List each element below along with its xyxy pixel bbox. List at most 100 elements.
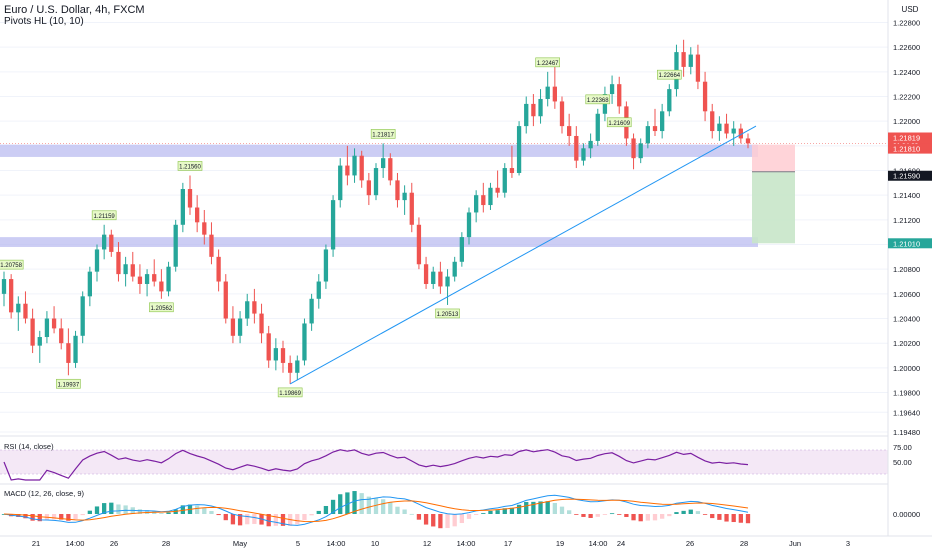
candle-body	[302, 323, 307, 361]
price-badge	[888, 170, 932, 181]
candle-body	[316, 281, 321, 299]
candle-body	[130, 264, 135, 277]
pivot-label-box	[91, 210, 117, 221]
macd-histogram-bar	[710, 514, 715, 519]
trendline[interactable]	[289, 125, 757, 385]
macd-histogram-bar	[488, 510, 493, 514]
chart-title: Euro / U.S. Dollar, 4h, FXCM	[4, 4, 145, 16]
candle-body	[667, 89, 672, 112]
macd-histogram-bar	[345, 492, 350, 514]
candle-body	[323, 249, 329, 282]
pivot-label: 1.21817	[372, 132, 394, 138]
candle-body	[330, 200, 336, 250]
macd-level-label: 0.00000	[893, 510, 920, 519]
candle-body	[373, 168, 379, 196]
time-tick-label: 26	[686, 539, 694, 548]
macd-histogram-bar	[266, 514, 271, 527]
pivot-label: 1.20513	[437, 312, 459, 318]
macd-histogram-bar	[381, 499, 386, 514]
macd-histogram-bar	[230, 514, 236, 525]
candle-body	[66, 343, 71, 363]
macd-histogram-bar	[73, 514, 78, 520]
macd-histogram-bar	[588, 514, 593, 518]
candle-body	[717, 123, 722, 132]
time-tick-label: 3	[846, 539, 850, 548]
candle-body	[445, 276, 450, 287]
candle-body	[59, 328, 64, 344]
candle-body	[452, 261, 457, 277]
time-tick-label: 14:00	[66, 539, 85, 548]
time-tick-label: 5	[296, 539, 300, 548]
macd-histogram-bar	[152, 511, 157, 514]
candle-body	[524, 103, 529, 127]
candle-body	[710, 111, 715, 132]
candle-body	[395, 180, 400, 201]
candle-body	[516, 126, 522, 173]
price-tick-label: 1.20200	[893, 339, 920, 348]
pivot-label: 1.19937	[58, 382, 80, 388]
candle-body	[280, 348, 286, 363]
candle-body	[738, 128, 743, 139]
macd-histogram-bar	[37, 514, 42, 522]
macd-histogram-bar	[66, 514, 71, 521]
pivot-label: 1.20758	[0, 263, 22, 269]
candle-body	[195, 207, 200, 223]
price-tick-label: 1.20600	[893, 290, 920, 299]
pivot-label-box	[535, 57, 560, 68]
time-tick-label: 19	[556, 539, 564, 548]
currency-label: USD	[902, 5, 919, 14]
macd-pane: MACD (12, 26, close, 9) 0.00000	[0, 483, 920, 529]
candle-body	[574, 135, 579, 161]
candle-body	[638, 143, 643, 159]
candle-body	[388, 158, 393, 181]
macd-histogram-bar	[516, 504, 522, 514]
candle-body	[688, 54, 693, 67]
macd-histogram-bar	[116, 504, 121, 514]
price-badge-label: 1.21010	[893, 239, 920, 248]
zone-rect	[0, 144, 758, 157]
candle-body	[431, 271, 436, 284]
price-badge	[888, 143, 932, 154]
macd-histogram-bar	[395, 506, 400, 514]
macd-histogram-bar	[295, 514, 300, 525]
candle-body	[288, 362, 293, 373]
macd-histogram-bar	[445, 514, 450, 529]
zone-rect	[0, 237, 758, 247]
macd-histogram-bar	[452, 514, 457, 527]
price-tick-label: 1.22800	[893, 19, 920, 28]
candle-body	[94, 249, 100, 272]
macd-histogram-bar	[330, 499, 336, 514]
position-tool[interactable]	[0, 143, 888, 244]
time-tick-label: 14:00	[327, 539, 346, 548]
stop-zone	[752, 144, 795, 172]
candle-body	[180, 189, 185, 225]
candle-body	[481, 195, 486, 206]
macd-histogram-bar	[567, 510, 572, 514]
candle-body	[495, 187, 500, 193]
time-axis[interactable]: 21 14:00 26 28 May 5 14:00 10 12 14:00 17 19 14:00 24…	[0, 535, 932, 548]
candle-body	[459, 237, 464, 262]
price-axis[interactable]: USD 1.22800 1.22600 1.22400 1.22200 1.22000 1.…	[887, 0, 932, 536]
price-badge-label: 1.21590	[893, 172, 920, 181]
candle-body	[617, 84, 622, 107]
candle-body	[702, 81, 708, 112]
candle-body	[359, 155, 364, 181]
macd-histogram-bar	[466, 514, 472, 519]
macd-histogram-bar	[195, 505, 200, 514]
macd-histogram-bar	[717, 514, 722, 520]
macd-histogram-bar	[273, 514, 278, 526]
macd-line	[3, 494, 749, 526]
macd-histogram-bar	[552, 502, 557, 514]
macd-histogram-bar	[280, 514, 286, 526]
macd-histogram-bar	[660, 514, 665, 519]
macd-histogram-bar	[459, 514, 464, 524]
candle-body	[731, 128, 736, 134]
candle-body	[402, 192, 407, 201]
macd-histogram-bar	[602, 514, 608, 515]
price-tick-label: 1.20400	[893, 315, 920, 324]
macd-histogram-bar	[59, 514, 64, 520]
macd-histogram-bar	[102, 503, 107, 514]
candle-body	[230, 318, 236, 336]
candle-body	[209, 234, 214, 257]
